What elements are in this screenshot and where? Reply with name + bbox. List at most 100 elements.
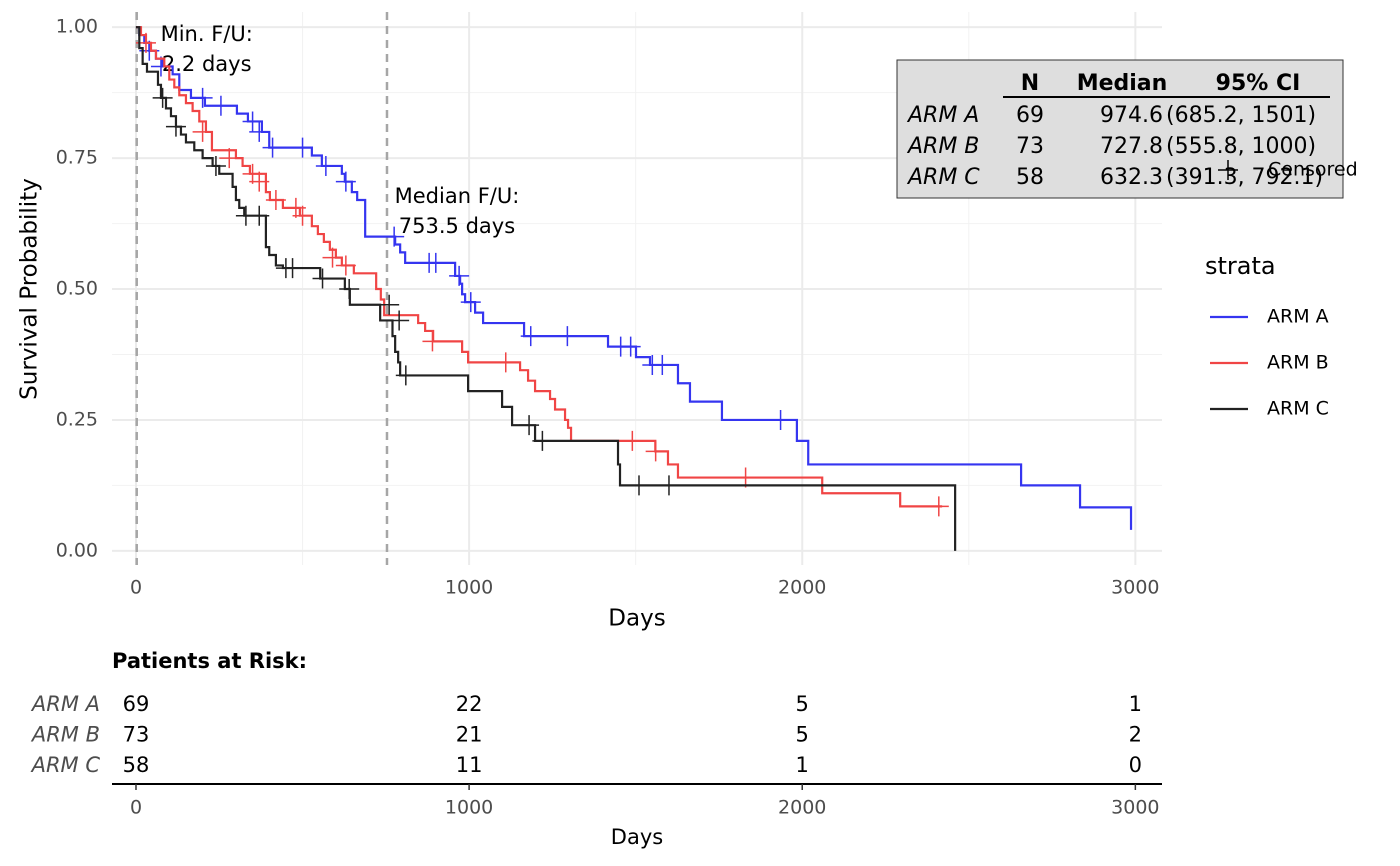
annotation: 753.5 days: [399, 214, 515, 238]
table-n: 73: [1016, 134, 1044, 159]
risk-count: 73: [123, 723, 150, 747]
censor-mark: [645, 441, 666, 462]
censor-mark: [335, 255, 356, 276]
censor-mark: [620, 336, 641, 357]
y-axis-title: Survival Probability: [17, 178, 43, 400]
risk-count: 5: [796, 723, 809, 747]
x-axis-title: Days: [611, 825, 663, 849]
legend-title: strata: [1205, 252, 1276, 280]
table-ci: (685.2, 1501): [1166, 103, 1316, 128]
risk-row-label: ARM C: [30, 753, 101, 777]
summary-table-box: [896, 59, 1344, 199]
censor-legend-mark: [1218, 160, 1238, 180]
censor-mark: [292, 137, 313, 158]
x-tick-label: 1000: [445, 797, 493, 819]
risk-count: 69: [123, 692, 150, 716]
x-tick-label: 1000: [445, 577, 493, 599]
risk-count: 1: [1129, 692, 1142, 716]
x-tick-label: 0: [130, 797, 142, 819]
table-ci: (555.8, 1000): [1166, 134, 1316, 159]
censor-mark: [389, 310, 410, 331]
censor-mark: [265, 189, 286, 210]
risk-count: 21: [456, 723, 483, 747]
censor-mark: [192, 121, 213, 142]
legend-label: ARM B: [1267, 352, 1329, 374]
censor-mark: [519, 415, 540, 436]
risk-row-label: ARM A: [30, 692, 100, 716]
x-tick-label: 3000: [1111, 577, 1159, 599]
censor-mark: [557, 326, 578, 347]
censor-mark: [205, 155, 226, 176]
table-header: 95% CI: [1216, 71, 1301, 96]
censor-legend-label: Censored: [1268, 159, 1358, 181]
censor-mark: [165, 116, 186, 137]
censor-mark: [249, 205, 270, 226]
risk-row-label: ARM B: [30, 723, 100, 747]
legend-label: ARM A: [1267, 306, 1329, 328]
table-median: 974.6: [1100, 103, 1163, 128]
censor-mark: [652, 354, 673, 375]
censor-mark: [292, 205, 313, 226]
censor-mark: [384, 226, 405, 247]
y-tick-label: 0.75: [56, 147, 98, 169]
y-tick-label: 1.00: [56, 16, 98, 38]
censor-mark: [339, 279, 360, 300]
x-tick-label: 2000: [778, 797, 826, 819]
x-tick-label: 0: [130, 577, 142, 599]
y-tick-label: 0.00: [56, 539, 98, 561]
censor-mark: [262, 137, 283, 158]
table-ci: (391.3, 792.1): [1166, 165, 1323, 190]
censor-mark: [395, 365, 416, 386]
censor-mark: [425, 252, 446, 273]
risk-count: 22: [456, 692, 483, 716]
censor-mark: [449, 265, 470, 286]
table-row-label: ARM C: [906, 165, 980, 190]
table-n: 69: [1016, 103, 1044, 128]
censor-mark: [735, 467, 756, 488]
table-header: Median: [1077, 71, 1168, 96]
table-median: 632.3: [1100, 165, 1163, 190]
y-tick-label: 0.25: [56, 408, 98, 430]
x-axis-title: Days: [608, 606, 665, 632]
censor-mark: [628, 475, 649, 496]
table-median: 727.8: [1100, 134, 1163, 159]
risk-count: 0: [1129, 753, 1142, 777]
censor-mark: [219, 148, 240, 169]
censor-mark: [622, 430, 643, 451]
censor-mark: [322, 247, 343, 268]
censor-mark: [242, 111, 263, 132]
censor-mark: [532, 430, 553, 451]
annotation: Median F/U:: [395, 184, 520, 208]
censor-mark: [658, 475, 679, 496]
censor-mark: [312, 268, 333, 289]
table-row-label: ARM B: [906, 134, 979, 159]
censor-mark: [520, 326, 541, 347]
y-tick-label: 0.50: [56, 278, 98, 300]
censor-mark: [152, 87, 173, 108]
censor-mark: [282, 258, 303, 279]
survival-curve: [135, 26, 943, 508]
censor-mark: [315, 155, 336, 176]
risk-count: 58: [123, 753, 150, 777]
censor-mark: [422, 331, 443, 352]
risk-table-title: Patients at Risk:: [112, 649, 307, 673]
censor-mark: [460, 292, 481, 313]
censor-mark: [210, 95, 231, 116]
table-n: 58: [1016, 165, 1044, 190]
table-header: N: [1021, 71, 1039, 96]
censor-mark: [770, 409, 791, 430]
censor-mark: [379, 294, 400, 315]
risk-count: 11: [456, 753, 483, 777]
x-tick-label: 2000: [778, 577, 826, 599]
risk-count: 1: [796, 753, 809, 777]
censor-mark: [928, 496, 949, 517]
x-tick-label: 3000: [1111, 797, 1159, 819]
annotation: Min. F/U:: [161, 22, 253, 46]
annotation: 2.2 days: [162, 52, 252, 76]
censor-mark: [335, 171, 356, 192]
legend-label: ARM C: [1267, 398, 1329, 420]
risk-count: 5: [796, 692, 809, 716]
table-row-label: ARM A: [906, 103, 979, 128]
censor-mark: [249, 171, 270, 192]
